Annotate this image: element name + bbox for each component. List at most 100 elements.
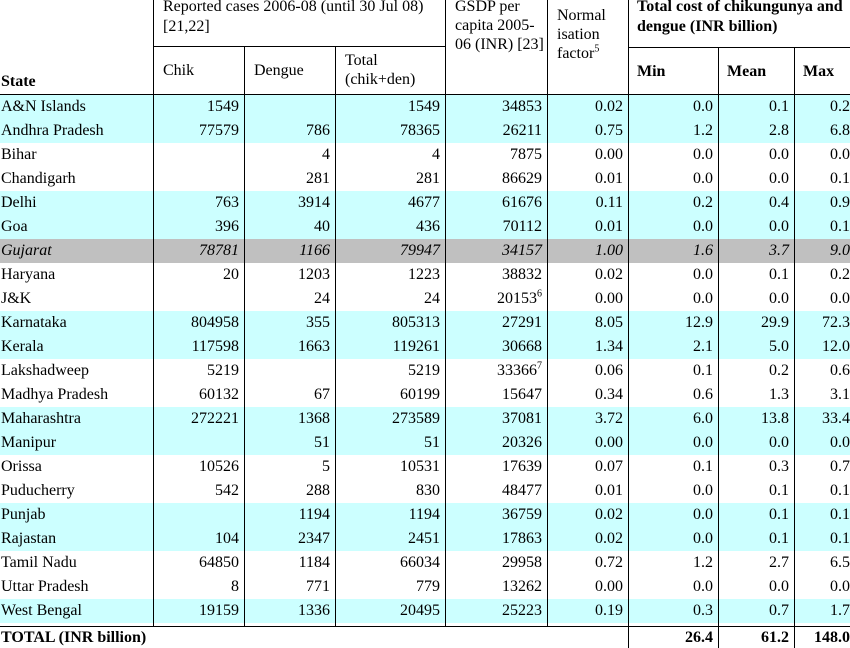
cell-chik-value: 1549 [207,98,239,115]
cell-mean-value: 3.7 [769,242,789,259]
cell-chik [153,503,244,527]
cell-gsdp: 36759 [445,503,547,527]
cell-norm-value: 0.00 [595,578,623,595]
cell-mean-value: 0.1 [769,482,789,499]
cell-chik-value: 19159 [199,602,239,619]
cell-max-value: 3.1 [830,386,850,403]
cell-mean-value: 0.7 [769,602,789,619]
cell-gsdp-value: 48477 [502,482,542,499]
cell-state: Rajastan [0,527,153,551]
cell-mean: 2.8 [718,119,794,143]
cell-total: 20495 [335,599,445,623]
cell-total: 79947 [335,239,445,263]
cell-mean-value: 0.0 [769,218,789,235]
cell-norm: 0.34 [547,383,628,407]
cell-gsdp-value: 34157 [502,242,542,259]
cell-norm-value: 0.01 [595,482,623,499]
header-state: State [1,73,36,90]
cell-max-value: 0.1 [830,530,850,547]
cell-norm-value: 0.02 [595,530,623,547]
cell-state: Karnataka [0,311,153,335]
cell-state: Puducherry [0,479,153,503]
cell-total: 281 [335,167,445,191]
cell-chik-value: 804958 [191,314,239,331]
cell-min: 0.0 [628,431,718,455]
cell-gsdp: 13262 [445,575,547,599]
grid-hline [628,47,850,48]
cell-state: Andhra Pradesh [0,119,153,143]
cell-state-value: Kerala [1,338,44,355]
cell-dengue: 51 [244,431,335,455]
cell-state-value: Chandigarh [1,170,76,187]
cell-norm: 0.00 [547,143,628,167]
cell-state: Gujarat [0,239,153,263]
cell-dengue: 1368 [244,407,335,431]
header-reported-cases: Reported cases 2006-08 (until 30 Jul 08)… [163,0,424,35]
cell-mean: 0.0 [718,167,794,191]
cell-total: 4 [335,143,445,167]
cell-mean: 0.1 [718,479,794,503]
grid-vline [628,0,629,648]
cell-max: 72.3 [794,311,850,335]
cell-gsdp: 37081 [445,407,547,431]
cell-norm: 0.02 [547,95,628,119]
cell-gsdp-value: 26211 [502,122,542,139]
cell-total: 10531 [335,455,445,479]
cell-norm: 0.07 [547,455,628,479]
cell-min-value: 0.0 [693,98,713,115]
cell-norm: 0.02 [547,263,628,287]
cell-state-value: Gujarat [1,242,52,259]
cell-min-value: 6.0 [693,410,713,427]
grid-vline [547,0,548,627]
cell-min-value: 0.6 [693,386,713,403]
cell-max-value: 6.8 [830,122,850,139]
cell-norm-value: 0.19 [595,602,623,619]
total-row-max: 148.0 [814,629,850,646]
cell-mean-value: 0.2 [769,362,789,379]
cell-norm: 0.75 [547,119,628,143]
cell-total: 5219 [335,359,445,383]
cell-gsdp-value: 17863 [502,530,542,547]
cell-max-value: 33.4 [822,410,850,427]
cell-min-value: 0.0 [693,530,713,547]
cell-norm: 0.11 [547,191,628,215]
cell-gsdp: 15647 [445,383,547,407]
cell-norm: 0.19 [547,599,628,623]
cell-max: 0.6 [794,359,850,383]
header-dengue: Dengue [254,62,304,79]
cell-max: 0.9 [794,191,850,215]
cell-max: 0.1 [794,527,850,551]
cell-state: Orissa [0,455,153,479]
cell-norm-value: 0.01 [595,170,623,187]
cell-total-value: 830 [416,482,440,499]
cell-mean: 0.0 [718,143,794,167]
cell-chik [153,431,244,455]
cell-norm: 0.01 [547,167,628,191]
cell-max: 0.7 [794,455,850,479]
cell-gsdp-value: 70112 [502,218,542,235]
cell-state: Lakshadweep [0,359,153,383]
cell-dengue: 288 [244,479,335,503]
footnote-mark: 7 [537,360,542,372]
cell-gsdp: 61676 [445,191,547,215]
cell-mean: 0.7 [718,599,794,623]
cell-gsdp-value: 15647 [502,386,542,403]
cell-gsdp-value: 38832 [502,266,542,283]
cell-norm: 3.72 [547,407,628,431]
grid-vline [153,0,154,627]
cell-gsdp: 29958 [445,551,547,575]
cell-max: 0.1 [794,503,850,527]
cell-dengue: 1336 [244,599,335,623]
header-mean: Mean [727,63,767,80]
cell-chik: 542 [153,479,244,503]
cell-dengue-value: 67 [314,386,330,403]
header-chik: Chik [163,62,195,79]
cell-chik: 77579 [153,119,244,143]
cell-dengue-value: 1203 [298,266,330,283]
cell-norm-value: 0.11 [595,194,623,211]
cell-mean: 0.1 [718,95,794,119]
cell-norm-value: 0.02 [595,266,623,283]
cell-total: 779 [335,575,445,599]
cell-state: Delhi [0,191,153,215]
cell-total-value: 1549 [408,98,440,115]
